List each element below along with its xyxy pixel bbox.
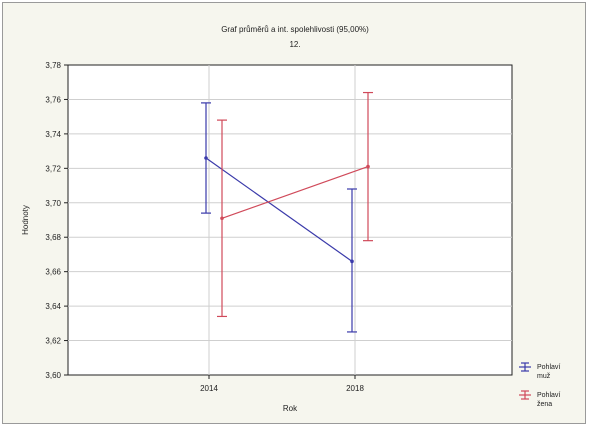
chart-subtitle: 12. [289, 40, 300, 49]
legend-label: Pohlaví [537, 364, 560, 371]
x-tick-label: 2014 [200, 384, 218, 393]
y-axis-label: Hodnoty [21, 205, 30, 235]
grid-lines [68, 65, 512, 375]
plot-area [67, 64, 513, 376]
x-tick-label: 2018 [346, 384, 364, 393]
y-tick-label: 3,70 [45, 199, 61, 208]
chart-title: Graf průměrů a int. spolehlivosti (95,00… [221, 25, 369, 34]
y-tick-label: 3,68 [45, 233, 61, 242]
y-tick-label: 3,78 [45, 61, 61, 70]
legend: Pohlaví muž Pohlaví žena [519, 362, 560, 408]
x-axis-label: Rok [283, 404, 298, 413]
y-tick-label: 3,64 [45, 302, 61, 311]
series-line [221, 166, 369, 219]
y-tick-label: 3,62 [45, 337, 61, 346]
data-point [350, 259, 354, 264]
series-line [205, 157, 353, 262]
y-tick-label: 3,60 [45, 371, 61, 380]
legend-label: žena [537, 401, 552, 408]
y-tick-label: 3,76 [45, 95, 61, 104]
y-tick-label: 3,74 [45, 130, 61, 139]
data-point [220, 216, 224, 221]
x-axis-ticks: 2014 2018 [200, 375, 364, 393]
y-axis-ticks: 3,60 3,62 3,64 3,66 3,68 3,70 3,72 3,74 3,76 3,78 [45, 61, 68, 380]
data-point [366, 164, 370, 169]
data-point [204, 156, 208, 160]
legend-label: muž [537, 373, 551, 380]
y-tick-label: 3,72 [45, 164, 61, 173]
series-group [201, 91, 373, 333]
y-tick-label: 3,66 [45, 268, 61, 277]
legend-label: Pohlaví [537, 392, 560, 399]
